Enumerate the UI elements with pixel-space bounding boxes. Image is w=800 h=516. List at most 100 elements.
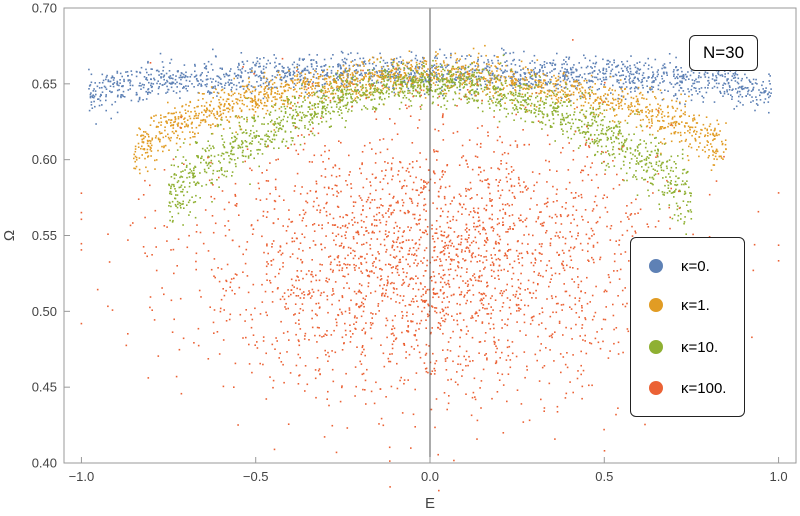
scatter-point	[676, 208, 679, 211]
scatter-point	[540, 97, 542, 99]
scatter-point	[241, 61, 244, 63]
scatter-point	[175, 190, 177, 192]
scatter-point	[218, 115, 220, 117]
scatter-point	[218, 160, 220, 162]
scatter-point	[695, 90, 697, 92]
scatter-point	[380, 89, 382, 91]
scatter-point	[177, 212, 180, 215]
scatter-point	[146, 142, 149, 145]
scatter-point	[196, 181, 199, 184]
scatter-point	[663, 138, 666, 140]
scatter-point	[199, 197, 201, 199]
scatter-point	[732, 88, 734, 91]
scatter-point	[630, 86, 633, 89]
scatter-point	[618, 105, 620, 108]
scatter-point	[708, 82, 710, 84]
scatter-point	[674, 77, 676, 80]
scatter-point	[496, 77, 499, 80]
scatter-point	[460, 72, 462, 74]
scatter-point	[129, 79, 131, 81]
scatter-point	[768, 91, 770, 94]
scatter-point	[223, 158, 225, 160]
scatter-point	[339, 76, 341, 79]
scatter-point	[650, 162, 652, 165]
scatter-point	[406, 86, 408, 88]
scatter-point	[550, 79, 552, 81]
scatter-point	[505, 64, 507, 67]
scatter-point	[179, 111, 181, 114]
scatter-point	[462, 77, 465, 80]
scatter-point	[394, 81, 397, 83]
scatter-point	[481, 77, 483, 79]
scatter-point	[241, 132, 244, 134]
scatter-point	[239, 96, 242, 99]
scatter-point	[557, 79, 559, 81]
scatter-point	[571, 84, 573, 86]
scatter-point	[332, 54, 334, 56]
scatter-point	[607, 150, 609, 152]
scatter-point	[407, 80, 410, 83]
scatter-point	[283, 100, 286, 102]
scatter-point	[606, 59, 609, 62]
scatter-point	[185, 166, 188, 168]
scatter-point	[323, 101, 325, 104]
scatter-point	[174, 118, 177, 120]
scatter-point	[478, 79, 481, 81]
scatter-point	[327, 96, 330, 99]
scatter-point	[597, 78, 599, 81]
scatter-point	[187, 110, 189, 113]
scatter-point	[160, 76, 162, 78]
scatter-point	[442, 93, 445, 95]
scatter-point	[446, 85, 448, 88]
scatter-point	[376, 72, 378, 74]
scatter-point	[302, 101, 304, 103]
scatter-point	[670, 155, 673, 158]
scatter-point	[313, 115, 315, 117]
scatter-point	[284, 90, 287, 92]
scatter-point	[351, 97, 353, 100]
scatter-point	[92, 90, 95, 92]
scatter-point	[531, 60, 534, 62]
scatter-point	[663, 143, 666, 145]
scatter-point	[741, 77, 743, 80]
scatter-point	[455, 67, 458, 70]
scatter-point	[428, 77, 431, 79]
scatter-point	[591, 118, 593, 121]
scatter-point	[619, 79, 622, 81]
scatter-point	[229, 142, 232, 144]
scatter-point	[427, 89, 430, 92]
scatter-point	[142, 141, 145, 143]
scatter-point	[490, 98, 492, 100]
scatter-point	[578, 91, 580, 94]
scatter-point	[325, 95, 328, 97]
scatter-point	[299, 87, 301, 90]
scatter-point	[396, 75, 399, 78]
scatter-point	[511, 76, 514, 78]
scatter-point	[276, 118, 278, 120]
scatter-point	[338, 75, 341, 77]
scatter-point	[512, 99, 514, 102]
scatter-point	[182, 224, 184, 226]
scatter-point	[688, 115, 690, 117]
scatter-point	[193, 181, 195, 183]
scatter-point	[486, 88, 488, 90]
scatter-point	[662, 177, 664, 179]
scatter-point	[334, 79, 337, 82]
scatter-point	[145, 77, 148, 79]
scatter-point	[403, 69, 405, 72]
scatter-point	[464, 93, 467, 96]
scatter-point	[727, 93, 730, 95]
scatter-point	[671, 124, 674, 127]
scatter-point	[89, 93, 92, 96]
scatter-point	[231, 147, 234, 149]
scatter-point	[546, 82, 548, 85]
scatter-point	[634, 105, 636, 108]
scatter-point	[475, 99, 478, 102]
scatter-point	[727, 81, 730, 84]
scatter-point	[602, 76, 605, 79]
scatter-point	[372, 73, 374, 76]
scatter-point	[662, 81, 664, 83]
scatter-point	[209, 77, 212, 80]
scatter-point	[220, 118, 222, 121]
scatter-point	[443, 78, 446, 80]
